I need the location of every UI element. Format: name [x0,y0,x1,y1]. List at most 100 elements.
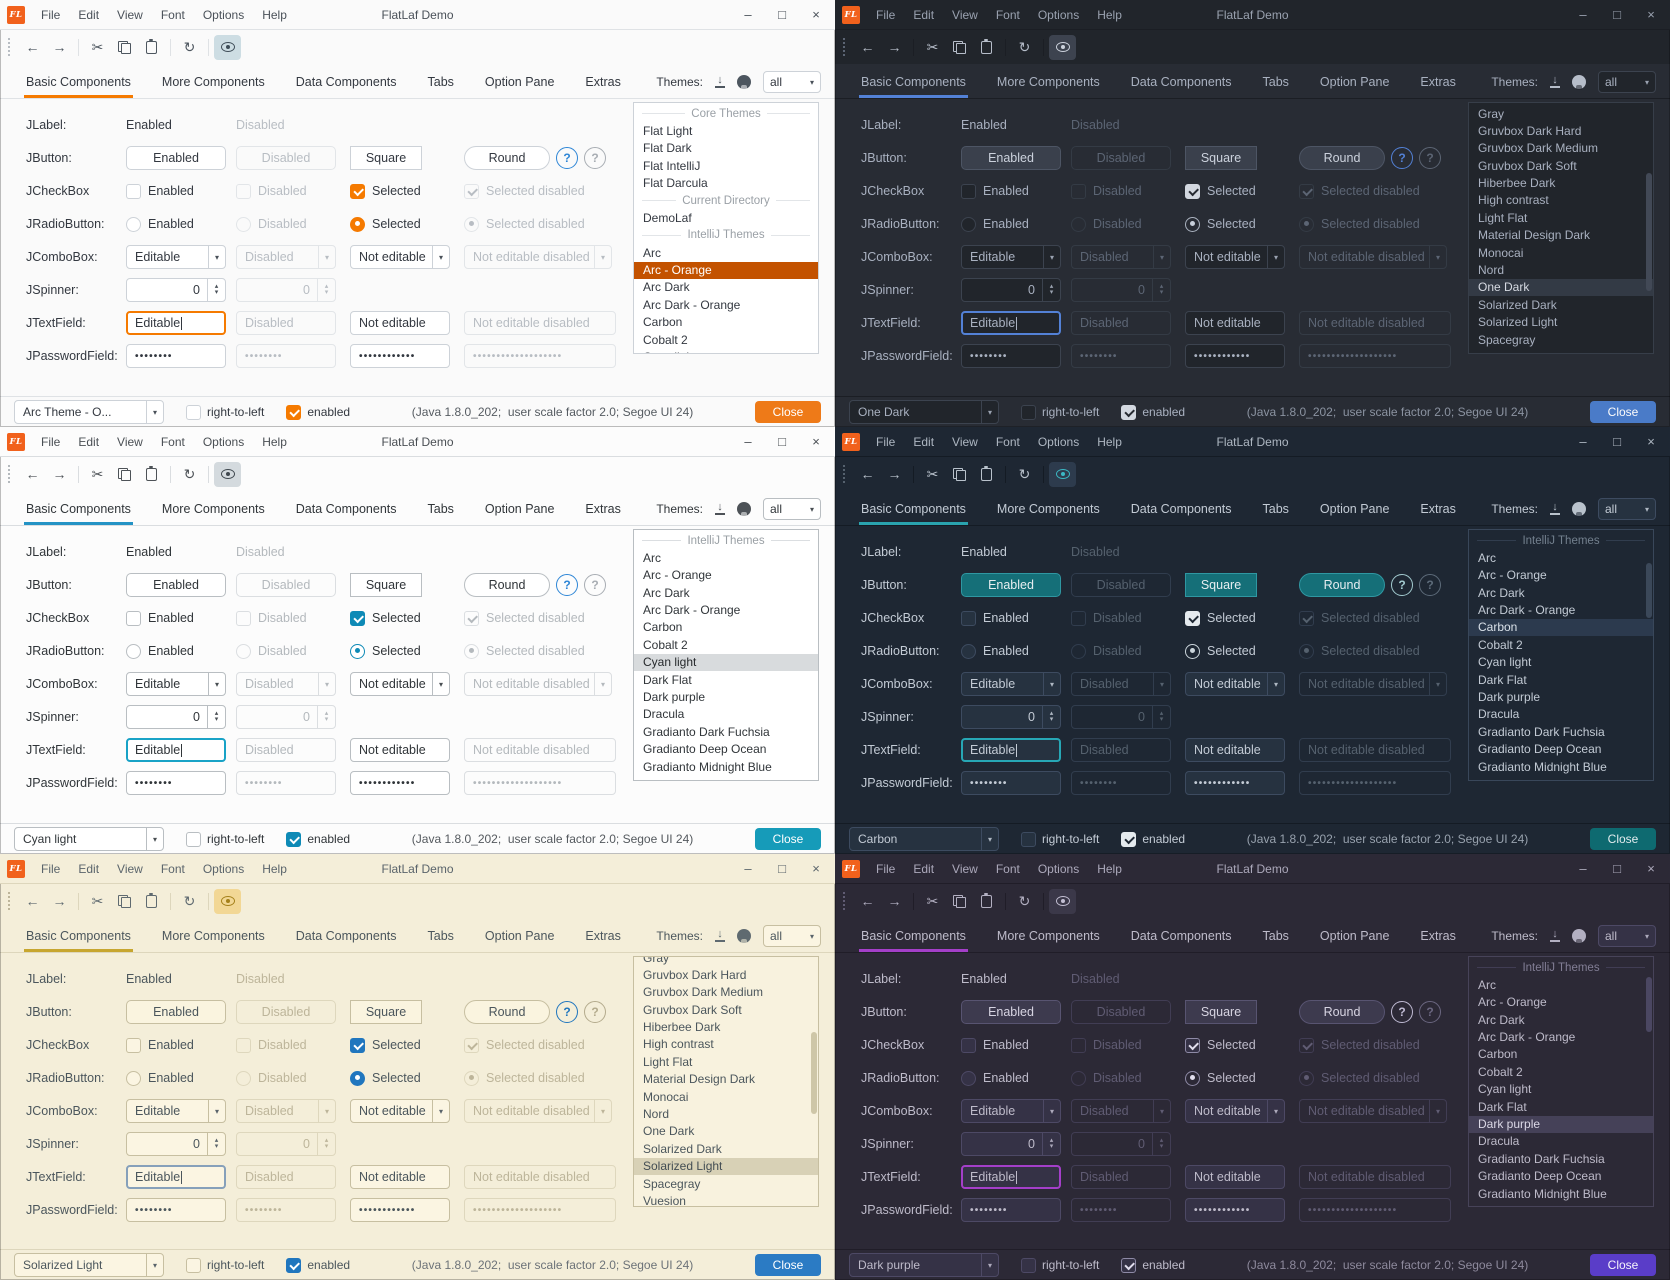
refresh-icon[interactable]: ↻ [1011,462,1038,487]
github-icon[interactable] [737,75,751,90]
menu-edit[interactable]: Edit [78,7,100,22]
show-hidden-eye-icon[interactable] [1049,888,1076,914]
theme-list-item[interactable]: Gradianto Dark Fuchsia [1478,724,1605,739]
textfield-editable[interactable]: Editable [961,738,1061,762]
enabled-checkbox[interactable]: enabled [286,831,350,847]
radio-selected[interactable]: Selected [350,1070,421,1086]
checkbox-enabled[interactable]: Enabled [961,183,1029,199]
theme-list-item[interactable]: Gray [1478,106,1505,121]
show-hidden-eye-icon[interactable] [1049,461,1076,487]
scrollbar-thumb[interactable] [811,1031,817,1114]
tab-tabs[interactable]: Tabs [1262,502,1289,516]
menu-options[interactable]: Options [202,7,245,22]
paste-icon[interactable] [138,889,165,914]
theme-list-item[interactable]: Dark Flat [1478,1099,1527,1114]
theme-list-item-selected[interactable]: Cyan light [634,653,818,672]
checkbox-enabled[interactable]: Enabled [126,610,194,626]
forward-icon[interactable]: → [46,35,73,60]
theme-list-item[interactable]: Dark Flat [1478,672,1527,687]
copy-icon[interactable] [946,462,973,487]
download-icon[interactable]: ↓ [715,929,725,942]
theme-list-item-selected[interactable]: Carbon [1469,618,1653,637]
menu-font[interactable]: Font [160,861,185,876]
theme-list-item[interactable]: Carbon [643,620,683,635]
jbutton-enabled[interactable]: Enabled [126,573,226,597]
tab-more-components[interactable]: More Components [161,75,265,89]
menu-edit[interactable]: Edit [913,7,935,22]
tab-tabs[interactable]: Tabs [427,929,454,943]
jbutton-enabled[interactable]: Enabled [961,573,1061,597]
menu-file[interactable]: File [41,861,61,876]
radio-enabled[interactable]: Enabled [961,643,1029,659]
paste-icon[interactable] [138,35,165,60]
tab-extras[interactable]: Extras [1420,75,1456,89]
theme-selector-combo[interactable]: Solarized Light ▾ [14,1253,164,1277]
theme-list-item[interactable]: Gradianto Midnight Blue [1478,1186,1607,1201]
theme-list-item[interactable]: Arc Dark - Orange [1478,1030,1576,1045]
tab-basic-components[interactable]: Basic Components [859,75,968,98]
back-icon[interactable]: ← [19,35,46,60]
combobox-not-editable[interactable]: Not editable ▾ [350,672,450,696]
theme-selector-combo[interactable]: Carbon ▾ [849,827,999,851]
theme-list-item[interactable]: Gradianto Midnight Blue [1478,759,1607,774]
passwordfield-not-editable[interactable]: •••••••••••• [350,1198,450,1222]
theme-filter-combo[interactable]: all ▾ [763,925,821,947]
jbutton-square[interactable]: Square [350,146,422,170]
menu-file[interactable]: File [41,7,61,22]
menu-edit[interactable]: Edit [913,861,935,876]
help-button[interactable]: ? [556,147,578,169]
show-hidden-eye-icon[interactable] [214,461,241,487]
menu-edit[interactable]: Edit [913,434,935,449]
textfield-not-editable[interactable]: Not editable [350,738,450,762]
theme-list-item[interactable]: Arc Dark [643,585,690,600]
right-to-left-checkbox[interactable]: right-to-left [186,404,264,420]
menu-help[interactable]: Help [1097,7,1122,22]
combobox-editable[interactable]: Editable ▾ [126,1099,226,1123]
jbutton-round[interactable]: Round [1299,573,1385,597]
passwordfield-enabled[interactable]: •••••••• [126,771,226,795]
maximize-button[interactable]: □ [778,434,786,449]
minimize-button[interactable]: – [1579,7,1587,22]
theme-list-item[interactable]: Arc Dark - Orange [643,603,741,618]
textfield-editable[interactable]: Editable [126,311,226,335]
cut-icon[interactable]: ✂ [84,462,111,487]
theme-list-item[interactable]: Gruvbox Dark Medium [643,985,764,1000]
tab-data-components[interactable]: Data Components [1130,75,1232,89]
passwordfield-not-editable[interactable]: •••••••••••• [1185,344,1285,368]
theme-list-item[interactable]: Gruvbox Dark Soft [643,1002,742,1017]
back-icon[interactable]: ← [854,35,881,60]
theme-list-item[interactable]: Monocai [643,1089,689,1104]
combobox-not-editable[interactable]: Not editable ▾ [350,1099,450,1123]
menu-font[interactable]: Font [160,7,185,22]
close-button[interactable]: Close [755,828,821,850]
spinner-enabled[interactable]: 0 ▴ ▾ [126,278,226,302]
tab-more-components[interactable]: More Components [161,929,265,943]
right-to-left-checkbox[interactable]: right-to-left [186,831,264,847]
jbutton-enabled[interactable]: Enabled [961,1000,1061,1024]
checkbox-selected[interactable]: Selected [350,183,421,199]
menu-options[interactable]: Options [1037,434,1080,449]
download-icon[interactable]: ↓ [1550,75,1560,88]
theme-list-item[interactable]: Monocai [1478,245,1524,260]
tab-data-components[interactable]: Data Components [295,75,397,89]
tab-tabs[interactable]: Tabs [427,502,454,516]
theme-list-item[interactable]: High contrast [643,1037,714,1052]
tab-basic-components[interactable]: Basic Components [24,502,133,525]
theme-list-item-selected[interactable]: Dark purple [1469,1115,1653,1133]
passwordfield-not-editable[interactable]: •••••••••••• [350,771,450,795]
refresh-icon[interactable]: ↻ [1011,35,1038,60]
maximize-button[interactable]: □ [778,7,786,22]
theme-list-item[interactable]: Arc Dark - Orange [1478,603,1576,618]
theme-selector-combo[interactable]: One Dark ▾ [849,400,999,424]
radio-enabled[interactable]: Enabled [126,643,194,659]
checkbox-selected[interactable]: Selected [350,1037,421,1053]
menu-font[interactable]: Font [160,434,185,449]
copy-icon[interactable] [111,462,138,487]
theme-list-item-selected[interactable]: One Dark [1469,278,1653,297]
minimize-button[interactable]: – [1579,861,1587,876]
menu-edit[interactable]: Edit [78,861,100,876]
cut-icon[interactable]: ✂ [84,35,111,60]
passwordfield-enabled[interactable]: •••••••• [961,771,1061,795]
textfield-editable[interactable]: Editable [126,1165,226,1189]
theme-list-item[interactable]: Arc Dark [643,280,690,295]
